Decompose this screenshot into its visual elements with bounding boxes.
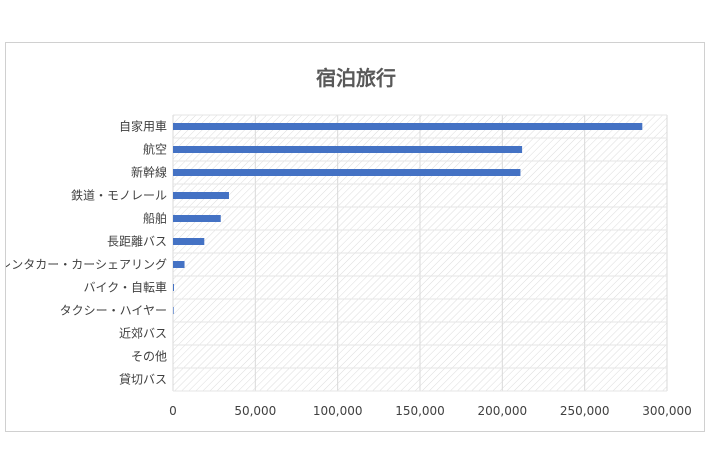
category-label-7: バイク・自転車 (83, 281, 167, 295)
category-label-5: 長距離バス (107, 235, 167, 249)
bar-8 (173, 307, 174, 314)
bar-2 (173, 169, 521, 176)
x-tick-label-0: 0 (169, 404, 177, 418)
gridlines (172, 114, 668, 392)
bar-6 (173, 261, 185, 268)
category-label-3: 鉄道・モノレール (71, 188, 167, 203)
category-labels: 自家用車航空新幹線鉄道・モノレール船舶長距離バスレンタカー・カーシェアリングバイ… (6, 119, 167, 387)
category-label-2: 新幹線 (131, 165, 167, 180)
chart-frame: 宿泊旅行 自家用車航空新幹線鉄道・モノレール船舶長距離バスレンタカー・カーシェア… (5, 42, 705, 432)
x-axis-ticks: 0 50,000 100,000 150,000 200,000 250,000 300,0… (169, 404, 692, 418)
category-label-0: 自家用車 (119, 119, 167, 134)
bar-0 (173, 123, 643, 130)
chart-title: 宿泊旅行 (316, 66, 396, 90)
category-label-9: 近郊バス (119, 327, 167, 341)
bars (173, 123, 643, 314)
x-tick-label-4: 200,000 (478, 404, 528, 418)
x-tick-label-1: 50,000 (234, 404, 276, 418)
bar-5 (173, 238, 205, 245)
x-tick-label-2: 100,000 (313, 404, 363, 418)
x-tick-label-6: 300,000 (642, 404, 692, 418)
category-label-4: 船舶 (143, 211, 167, 226)
category-label-11: 貸切バス (119, 372, 167, 387)
category-label-1: 航空 (143, 142, 167, 157)
bar-1 (173, 146, 523, 153)
category-label-6: レンタカー・カーシェアリング (6, 258, 167, 272)
category-label-10: その他 (131, 350, 167, 364)
bar-3 (173, 192, 229, 199)
bar-7 (173, 284, 174, 291)
bar-chart: 宿泊旅行 自家用車航空新幹線鉄道・モノレール船舶長距離バスレンタカー・カーシェア… (6, 66, 692, 418)
category-label-8: タクシー・ハイヤー (60, 304, 167, 318)
x-tick-label-5: 250,000 (560, 404, 610, 418)
x-tick-label-3: 150,000 (395, 404, 445, 418)
bar-4 (173, 215, 221, 222)
